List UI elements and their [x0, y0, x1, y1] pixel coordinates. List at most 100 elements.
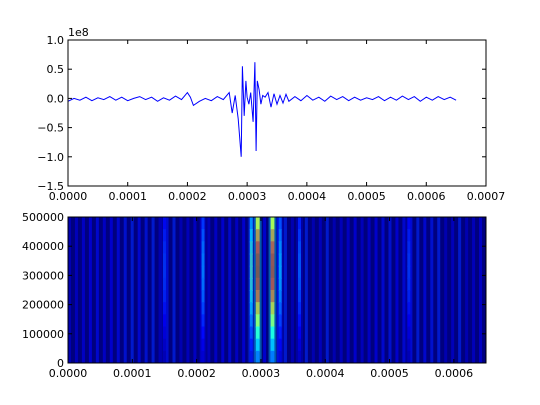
spectrogram-band: [296, 217, 304, 363]
spectrogram-streak: [430, 217, 434, 363]
spectrogram-band-segment: [255, 290, 260, 304]
spectrogram-band-segment: [162, 265, 166, 279]
spectrogram-band-segment: [270, 253, 275, 267]
spectrogram-band-segment: [201, 253, 205, 267]
spectrogram-band-glow: [253, 217, 262, 363]
spectrogram-streak: [130, 217, 134, 363]
spectrogram-streak: [472, 217, 476, 363]
spectrogram-streak: [235, 217, 239, 363]
spectrogram-streak: [151, 217, 155, 363]
spectrogram-band-segment: [201, 314, 205, 328]
spectrogram-band-segment: [278, 338, 282, 352]
y-tick-label: 0.0: [47, 92, 65, 105]
spectrogram-streak: [409, 217, 413, 363]
spectrogram-streak: [144, 217, 148, 363]
spectrogram-streak: [88, 217, 92, 363]
spectrogram-band-segment: [201, 217, 205, 231]
spectrogram-band: [199, 217, 207, 363]
y-tick-label: 0: [57, 357, 64, 370]
spectrogram-streak: [444, 217, 448, 363]
spectrogram-streak: [193, 217, 197, 363]
spectrogram-streak: [339, 217, 343, 363]
x-tick-label: 0.0000: [49, 367, 88, 380]
spectrogram-band-segment: [249, 290, 253, 304]
spectrogram-band-segment: [162, 338, 166, 352]
spectrogram-band-segment: [249, 326, 253, 340]
spectrogram-streak: [290, 217, 294, 363]
spectrogram-streak: [207, 217, 211, 363]
spectrogram-band-segment: [298, 217, 302, 231]
spectrogram-streak: [325, 217, 329, 363]
spectrogram-band-segment: [255, 277, 260, 291]
spectrogram-band-segment: [270, 265, 275, 279]
y-tick-label: 500000: [22, 211, 64, 224]
spectrogram-streak: [95, 217, 99, 363]
spectrogram-band: [268, 217, 277, 363]
spectrogram-band-glow: [247, 217, 255, 363]
spectrogram-band-glow: [160, 217, 168, 363]
spectrogram-band-segment: [270, 314, 275, 328]
spectrogram-band-segment: [255, 338, 260, 352]
spectrogram-band-segment: [249, 350, 253, 363]
spectrogram-frame: [67, 216, 487, 364]
x-tick-label: 0.0001: [108, 190, 147, 203]
spectrogram-streak: [214, 217, 218, 363]
spectrogram-band-segment: [201, 338, 205, 352]
spectrogram-streak: [158, 217, 162, 363]
spectrogram-band: [253, 217, 262, 363]
waveform-x-ticks: 0.0000 0.0001 0.0002 0.0003 0.0004 0.0005 0.00…: [49, 40, 505, 203]
spectrogram-band-segment: [162, 302, 166, 316]
spectrogram-streak: [381, 217, 385, 363]
spectrogram-axes: 0.0000 0.0001 0.0002 0.0003 0.0004 0.0005 0.00…: [22, 211, 487, 380]
y-tick-label: −1.0: [37, 151, 64, 164]
y-tick-label: 200000: [22, 299, 64, 312]
spectrogram-x-ticks: 0.0000 0.0001 0.0002 0.0003 0.0004 0.0005 0.00…: [49, 217, 473, 380]
spectrogram-band-segment: [255, 217, 260, 231]
spectrogram-streak: [179, 217, 183, 363]
y-tick-label: 300000: [22, 269, 64, 282]
spectrogram-band-segment: [270, 277, 275, 291]
spectrogram-streak: [374, 217, 378, 363]
spectrogram-band-segment: [201, 229, 205, 243]
waveform-line: [68, 62, 457, 157]
spectrogram-streak: [102, 217, 106, 363]
spectrogram-band-segment: [201, 265, 205, 279]
x-tick-label: 0.0006: [435, 367, 474, 380]
spectrogram-band-segment: [255, 314, 260, 328]
spectrogram-streak: [346, 217, 350, 363]
x-tick-label: 0.0005: [370, 367, 409, 380]
y-tick-label: −0.5: [37, 122, 64, 135]
spectrogram-streak: [318, 217, 322, 363]
x-tick-label: 0.0002: [177, 367, 216, 380]
spectrogram-band-segment: [201, 290, 205, 304]
spectrogram-band-segment: [270, 302, 275, 316]
spectrogram-band-segment: [407, 277, 411, 291]
spectrogram-y-ticks: 0 100000 200000 300000 400000 500000: [22, 211, 486, 370]
spectrogram-band-segment: [162, 241, 166, 255]
spectrogram-band-segment: [298, 229, 302, 243]
spectrogram-band: [276, 217, 284, 363]
y-tick-label: 1.0: [47, 34, 65, 47]
spectrogram-band-segment: [298, 314, 302, 328]
spectrogram-band-segment: [249, 265, 253, 279]
spectrogram-band-segment: [278, 277, 282, 291]
spectrogram-streak: [186, 217, 190, 363]
spectrogram-streak: [458, 217, 462, 363]
spectrogram-band-segment: [270, 326, 275, 340]
spectrogram-band-segment: [407, 253, 411, 267]
spectrogram-band-segment: [201, 302, 205, 316]
spectrogram-band-segment: [255, 302, 260, 316]
spectrogram-band: [247, 217, 255, 363]
spectrogram-band-glow: [268, 217, 277, 363]
y-tick-label: 400000: [22, 240, 64, 253]
spectrogram-band-segment: [407, 290, 411, 304]
spectrogram-band-segment: [270, 338, 275, 352]
spectrogram-band-segment: [298, 338, 302, 352]
spectrogram-streak: [304, 217, 308, 363]
spectrogram-band-segment: [278, 290, 282, 304]
x-tick-label: 0.0000: [49, 190, 88, 203]
x-tick-label: 0.0004: [288, 190, 327, 203]
spectrogram-streak: [109, 217, 113, 363]
spectrogram-plot-area: [68, 217, 486, 363]
spectrogram-band-segment: [407, 265, 411, 279]
